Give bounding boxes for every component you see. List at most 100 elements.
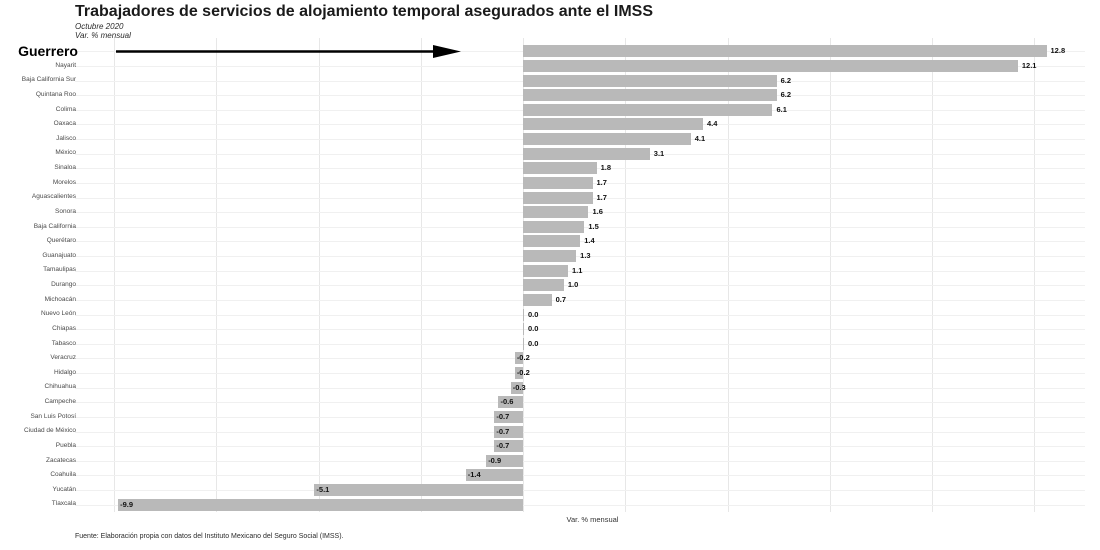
category-label: Querétaro (46, 237, 76, 245)
value-label: 12.1 (1021, 60, 1037, 70)
bar (118, 498, 523, 511)
value-label: -0.3 (512, 382, 526, 392)
category-label: México (55, 149, 76, 157)
h-gridline (75, 285, 1085, 286)
highlight-state-label: Guerrero (18, 43, 78, 59)
category-label: Jalisco (56, 134, 76, 142)
category-label: Coahuila (50, 471, 76, 479)
value-label: 1.1 (571, 265, 583, 275)
category-label: Quintana Roo (35, 90, 76, 98)
category-label: Nayarit (55, 61, 76, 69)
category-label: Ciudad de México (23, 427, 76, 435)
category-label: Morelos (52, 178, 76, 186)
value-label: 4.1 (694, 134, 706, 144)
value-label: -9.9 (120, 499, 134, 509)
chart-subtitle-date: Octubre 2020 (75, 22, 124, 31)
bar (498, 396, 523, 409)
value-label: 1.4 (584, 236, 595, 246)
bar (523, 337, 524, 350)
bar (523, 103, 773, 116)
bar (523, 206, 589, 219)
value-label: 0.7 (555, 294, 567, 304)
bar (523, 308, 524, 321)
category-label: Michoacán (44, 295, 76, 303)
h-gridline (75, 373, 1085, 374)
h-gridline (75, 475, 1085, 476)
bar (514, 352, 523, 365)
category-label: San Luis Potosí (30, 412, 76, 420)
category-label: Tamaulipas (43, 266, 76, 274)
h-gridline (75, 432, 1085, 433)
value-label: 1.3 (580, 251, 591, 261)
bar (523, 74, 777, 87)
value-label: -0.2 (516, 353, 530, 363)
v-gridline (727, 38, 729, 512)
value-label: -0.2 (516, 368, 530, 378)
bar (523, 323, 524, 336)
value-label: 6.1 (776, 104, 787, 114)
h-gridline (75, 300, 1085, 301)
v-gridline (625, 38, 627, 512)
bar (510, 381, 523, 394)
h-gridline (75, 344, 1085, 345)
category-label: Guanajuato (42, 251, 76, 259)
bar (465, 469, 523, 482)
bar (523, 264, 568, 277)
x-axis-title: Var. % mensual (566, 515, 619, 524)
h-gridline (75, 329, 1085, 330)
chart-title: Trabajadores de servicios de alojamiento… (75, 3, 653, 20)
bar (523, 235, 581, 248)
h-gridline (75, 256, 1085, 257)
v-gridline (932, 38, 933, 512)
value-label: 1.0 (567, 280, 579, 290)
category-label: Campeche (44, 398, 76, 405)
h-gridline (75, 505, 1085, 506)
h-gridline (75, 358, 1085, 359)
category-label: Chiapas (52, 324, 76, 332)
bar (523, 279, 564, 292)
value-label: -1.4 (467, 470, 481, 480)
h-gridline (75, 402, 1085, 403)
chart-subtitle-units: Var. % mensual (75, 31, 131, 40)
value-label: -0.7 (496, 411, 510, 421)
bar (523, 176, 593, 189)
value-label: -5.1 (316, 485, 330, 495)
v-gridline (216, 38, 218, 512)
category-label: Tlaxcala (51, 500, 76, 508)
value-label: -0.9 (488, 455, 502, 465)
category-label: Sinaloa (54, 164, 76, 171)
bar (523, 162, 597, 175)
h-gridline (75, 388, 1085, 389)
bar (523, 59, 1018, 72)
v-gridline (318, 38, 320, 512)
category-label: Colima (55, 105, 76, 113)
arrow-head-icon (433, 45, 461, 58)
bar (494, 425, 523, 438)
bar (523, 133, 691, 146)
category-label: Chihuahua (44, 383, 76, 391)
h-gridline (75, 446, 1085, 447)
v-gridline (1034, 38, 1036, 512)
v-gridline (114, 38, 115, 512)
h-gridline (75, 271, 1085, 272)
value-label: -0.6 (500, 397, 514, 407)
category-label: Yucatán (52, 485, 77, 493)
category-label: Baja California (33, 222, 76, 230)
value-label: 6.2 (780, 75, 792, 85)
category-label: Durango (51, 281, 76, 288)
bar (523, 191, 593, 204)
bar (486, 454, 523, 467)
value-label: 1.8 (600, 163, 612, 173)
category-label: Sonora (55, 207, 76, 215)
value-label: 0.0 (528, 324, 539, 334)
bar (523, 220, 585, 233)
value-label: 1.5 (588, 221, 599, 231)
value-label: 1.7 (596, 177, 607, 187)
category-label: Nuevo León (40, 310, 76, 318)
value-label: 12.8 (1050, 46, 1066, 56)
category-label: Hidalgo (53, 368, 76, 376)
bar (523, 293, 552, 306)
value-label: -0.7 (496, 441, 510, 451)
bar (523, 45, 1047, 58)
h-gridline (75, 417, 1085, 418)
